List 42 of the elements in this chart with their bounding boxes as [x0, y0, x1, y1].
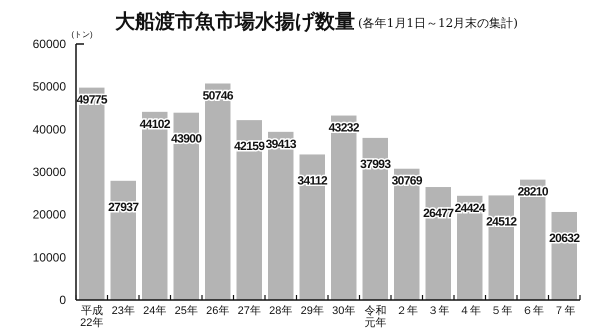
y-tick-label: 50000	[32, 80, 66, 94]
chart-subtitle: (各年1月1日～12月末の集計)	[358, 16, 518, 30]
data-label: 42159	[234, 139, 266, 154]
x-tick-label: ２年	[396, 305, 418, 317]
y-axis-title: (トン)	[71, 30, 93, 39]
x-tick-label: ４年	[458, 305, 481, 317]
data-label: 34112	[297, 173, 328, 188]
y-tick-label: 0	[59, 293, 66, 307]
x-tick-label: 30年	[332, 305, 356, 317]
x-tick-label: ５年	[490, 305, 512, 317]
data-label: 50746	[202, 88, 234, 102]
data-label: 27937	[108, 200, 140, 214]
x-tick-label: 29年	[300, 305, 324, 317]
y-tick-label: 10000	[32, 250, 66, 264]
data-label: 49775	[76, 92, 108, 107]
x-tick-label: 25年	[174, 305, 198, 317]
x-tick-label: 平成22年	[80, 304, 104, 329]
x-tick-label: 23年	[112, 305, 135, 317]
data-label: 24424	[454, 200, 486, 215]
data-label: 37993	[360, 156, 392, 171]
data-label: 24512	[486, 214, 518, 228]
y-tick-label: 20000	[32, 208, 66, 222]
data-label: 30769	[392, 174, 423, 188]
y-tick-label: 40000	[32, 122, 66, 136]
data-label: 43900	[171, 132, 202, 146]
y-tick-label: 30000	[32, 165, 66, 179]
chart-title: 大船渡市魚市場水揚げ数量	[115, 9, 355, 33]
data-label: 43232	[328, 120, 360, 135]
data-label: 26477	[423, 206, 454, 220]
x-tick-label: ６年	[522, 305, 544, 317]
data-label: 20632	[549, 230, 580, 245]
x-tick-label: 26年	[206, 305, 230, 317]
x-tick-label: 24年	[143, 305, 166, 317]
data-label: 28210	[518, 184, 549, 199]
x-tick-label: 28年	[269, 305, 292, 317]
x-tick-label: 令和元年	[364, 304, 386, 329]
x-tick-label: ３年	[427, 305, 450, 317]
x-tick-label: 27年	[238, 305, 261, 317]
data-label: 44102	[140, 116, 171, 131]
x-tick-label: ７年	[553, 305, 576, 317]
y-tick-label: 60000	[32, 37, 66, 51]
data-label: 39413	[266, 136, 297, 151]
